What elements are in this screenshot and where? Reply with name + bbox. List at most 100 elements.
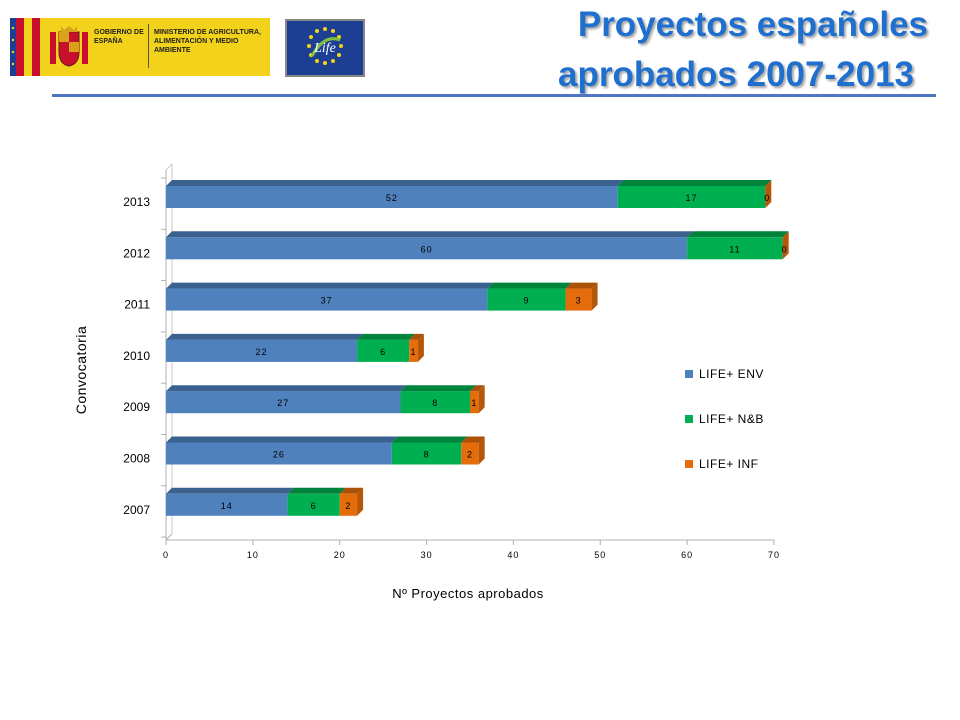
bar-segment <box>565 288 592 311</box>
y-tick-label: 2012 <box>123 246 150 260</box>
bar-segment <box>400 391 470 414</box>
y-axis-label: Convocatoria <box>73 326 89 415</box>
bar-segment-top <box>687 231 789 238</box>
legend-label: LIFE+ ENV <box>699 367 764 381</box>
data-label: 60 <box>421 244 433 254</box>
bar-segment <box>166 493 288 516</box>
y-tick-label: 2009 <box>123 400 150 414</box>
data-label: 3 <box>576 296 582 306</box>
government-logo: GOBIERNO DE ESPAÑA MINISTERIO DE AGRICUL… <box>10 18 270 76</box>
bar-segment <box>461 442 479 465</box>
bar-segment-top <box>166 180 624 186</box>
bar-end-cap <box>478 385 485 414</box>
bar-segment <box>339 493 358 516</box>
y-tick-label: 2008 <box>123 452 150 466</box>
bar-segment-top <box>400 385 476 392</box>
legend-label: LIFE+ INF <box>699 457 759 471</box>
data-label: 6 <box>311 501 317 511</box>
bar-segment-top <box>487 282 572 289</box>
data-label: 22 <box>256 347 268 357</box>
bar-segment <box>166 442 392 465</box>
wall-top-edge <box>165 163 173 171</box>
x-tick-label: 60 <box>681 550 693 560</box>
axis-corner <box>165 533 173 541</box>
data-label: 2 <box>467 450 473 460</box>
bar-segment-top <box>166 487 294 494</box>
x-tick-label: 0 <box>163 550 169 560</box>
ministry-logo-text: MINISTERIO DE AGRICULTURA, ALIMENTACIÓN … <box>154 29 261 54</box>
bar-segment-top <box>565 282 598 289</box>
bar-segment <box>166 237 688 260</box>
bar-end-cap <box>591 282 598 311</box>
bar-segment-top <box>166 436 398 443</box>
bar-segment-top <box>461 436 485 443</box>
x-tick-label: 40 <box>507 550 519 560</box>
x-tick-label: 20 <box>334 550 346 560</box>
data-label: 14 <box>221 501 233 511</box>
data-label: 8 <box>424 450 430 460</box>
data-label: 2 <box>345 501 351 511</box>
bar-segment-top <box>339 487 364 494</box>
y-tick-label: 2011 <box>124 298 150 312</box>
page-title-line1: Proyectos españoles <box>577 5 928 44</box>
bar-segment-top <box>166 385 407 392</box>
bar-segment <box>166 288 488 311</box>
bar-segment <box>166 186 618 208</box>
bar-segment-top <box>287 487 346 494</box>
coat-of-arms-icon <box>50 26 88 67</box>
data-label: 0 <box>782 244 788 254</box>
bar-end-cap <box>782 231 789 260</box>
legend-swatch <box>685 415 693 423</box>
data-label: 9 <box>523 296 529 306</box>
x-axis-label: Nº Proyectos aprobados <box>392 586 544 601</box>
legend-swatch <box>685 370 693 378</box>
bar-segment-top <box>409 333 424 340</box>
data-label: 1 <box>471 398 477 408</box>
chart-axes: 0 10 20 30 40 50 60 702013201220112010200920082… <box>123 163 780 560</box>
spain-flag-stripe-icon <box>10 18 40 76</box>
chart-data-labels: 52 17 0 60 11 0 37 9 3 22 6 1 27 8 1 26 8 2 14 6 2 <box>221 193 788 511</box>
bar-segment <box>166 391 401 414</box>
gov-logo-text: GOBIERNO DE ESPAÑA <box>94 29 144 45</box>
x-tick-label: 10 <box>247 550 259 560</box>
bar-segment-top <box>391 436 468 443</box>
page-title: Proyectos españoles aprobados 2007-2013 <box>408 0 928 100</box>
life-logo-text: Life <box>313 41 336 56</box>
data-label: 6 <box>380 347 386 357</box>
bar-segment <box>409 339 418 362</box>
data-label: 17 <box>685 193 697 203</box>
bar-segment <box>166 339 358 362</box>
data-label: 0 <box>764 193 770 203</box>
bar-segment <box>287 493 340 516</box>
eu-stars-icon <box>307 27 343 65</box>
page-title-line2: aprobados 2007-2013 <box>557 55 914 94</box>
bar-segment-top <box>617 180 772 186</box>
bar-end-cap <box>357 487 364 516</box>
bar-segment-top <box>166 333 364 340</box>
legend-label: LIFE+ N&B <box>699 412 764 426</box>
bar-segment <box>617 186 766 208</box>
bar-segment <box>470 391 479 414</box>
bar-segment <box>687 237 783 260</box>
bar-end-cap <box>478 436 485 465</box>
logo-separator <box>148 24 149 68</box>
y-tick-label: 2010 <box>123 349 150 363</box>
data-label: 8 <box>432 398 438 408</box>
bar-end-cap <box>417 333 424 362</box>
data-label: 37 <box>321 296 333 306</box>
bar-segment <box>357 339 410 362</box>
legend-swatch <box>685 460 693 468</box>
data-label: 1 <box>411 347 417 357</box>
bar-segment-top <box>166 282 494 289</box>
x-tick-label: 30 <box>421 550 433 560</box>
y-tick-label: 2013 <box>123 195 150 209</box>
bar-segment <box>391 442 462 465</box>
bar-segment-top <box>470 385 485 392</box>
bar-end-cap <box>765 180 772 208</box>
chart-bars <box>166 180 789 516</box>
y-tick-label: 2007 <box>123 503 150 517</box>
title-underline <box>52 94 936 97</box>
x-tick-label: 70 <box>768 550 780 560</box>
bar-segment-top <box>166 231 694 238</box>
